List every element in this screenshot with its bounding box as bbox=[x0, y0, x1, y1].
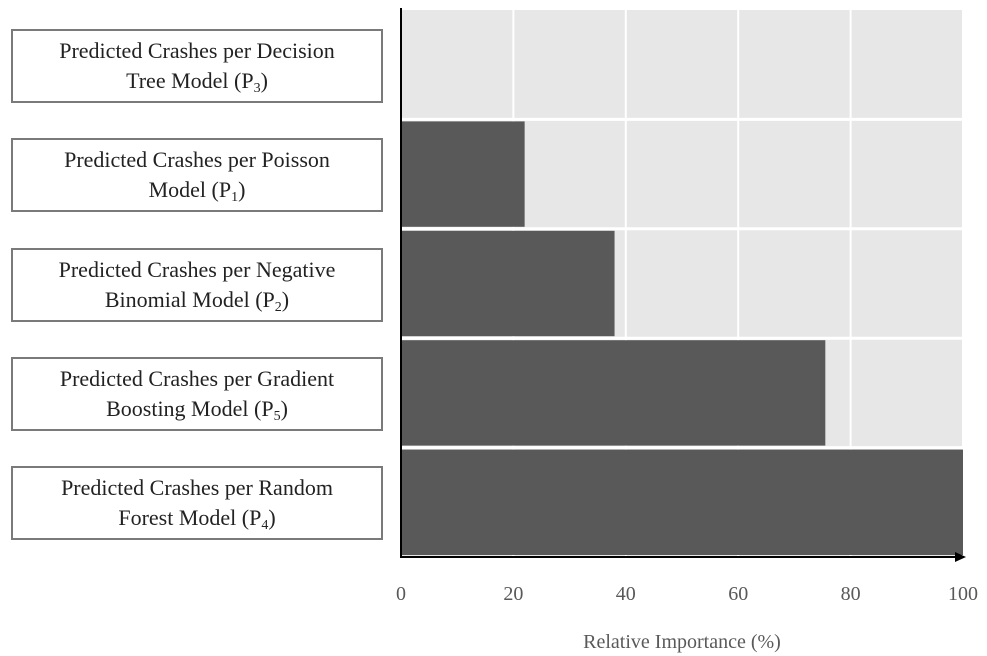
x-tick-label: 60 bbox=[728, 583, 748, 605]
x-axis-arrowhead bbox=[955, 552, 966, 562]
grid-lines bbox=[401, 10, 964, 557]
x-tick-label: 0 bbox=[396, 583, 406, 605]
category-label-line2: Tree Model (P bbox=[126, 67, 254, 93]
bar bbox=[401, 449, 963, 555]
category-label-box: Predicted Crashes per Random Forest Model… bbox=[11, 466, 383, 541]
category-label-line1: Predicted Crashes per Poisson bbox=[64, 147, 330, 173]
category-label-line2: Model (P bbox=[148, 177, 232, 203]
category-label-text: Predicted Crashes per Poisson Model (P1) bbox=[64, 145, 330, 205]
category-label-line2: Binomial Model (P bbox=[104, 286, 275, 312]
bars bbox=[401, 121, 963, 555]
category-label-subscript: 3 bbox=[253, 80, 261, 96]
category-label-tail: ) bbox=[238, 177, 246, 203]
category-label-line1: Predicted Crashes per Random bbox=[61, 475, 333, 501]
x-axis-label: Relative Importance (%) bbox=[583, 631, 781, 653]
x-tick-label: 100 bbox=[948, 583, 978, 605]
category-label-subscript: 5 bbox=[273, 408, 281, 424]
category-label-box: Predicted Crashes per Decision Tree Model… bbox=[11, 28, 383, 103]
category-label-tail: ) bbox=[280, 395, 288, 421]
x-tick-label: 40 bbox=[616, 583, 636, 605]
x-tick-label: 20 bbox=[503, 583, 523, 605]
axes bbox=[400, 8, 966, 562]
category-label-line1: Predicted Crashes per Gradient bbox=[59, 365, 335, 391]
x-tick-labels: 0 20 40 60 80 100 bbox=[396, 583, 978, 605]
category-label-text: Predicted Crashes per Random Forest Model… bbox=[61, 473, 333, 533]
bar bbox=[401, 121, 525, 227]
category-label-text: Predicted Crashes per Decision Tree Model… bbox=[59, 36, 335, 96]
category-label-box: Predicted Crashes per Gradient Boosting M… bbox=[11, 356, 383, 431]
category-label-text: Predicted Crashes per Gradient Boosting M… bbox=[60, 364, 334, 424]
category-label-subscript: 2 bbox=[274, 299, 282, 315]
category-label-line2: Forest Model (P bbox=[118, 505, 262, 531]
category-label-line1: Predicted Crashes per Decision bbox=[59, 37, 335, 63]
category-label-tail: ) bbox=[281, 286, 290, 312]
category-label-tail: ) bbox=[268, 505, 276, 531]
bar bbox=[401, 340, 826, 446]
bar bbox=[401, 230, 615, 337]
category-label-subscript: 1 bbox=[231, 190, 239, 206]
category-label-box: Predicted Crashes per Negative Binomial M… bbox=[11, 247, 383, 322]
category-label-line2: Boosting Model (P bbox=[106, 395, 274, 421]
category-label-tail: ) bbox=[260, 67, 268, 93]
category-label-box: Predicted Crashes per Poisson Model (P1) bbox=[11, 138, 383, 213]
category-label-text: Predicted Crashes per Negative Binomial M… bbox=[59, 255, 336, 315]
x-tick-label: 80 bbox=[841, 583, 861, 605]
category-label-line1: Predicted Crashes per Negative bbox=[58, 256, 336, 282]
category-label-subscript: 4 bbox=[261, 518, 269, 534]
